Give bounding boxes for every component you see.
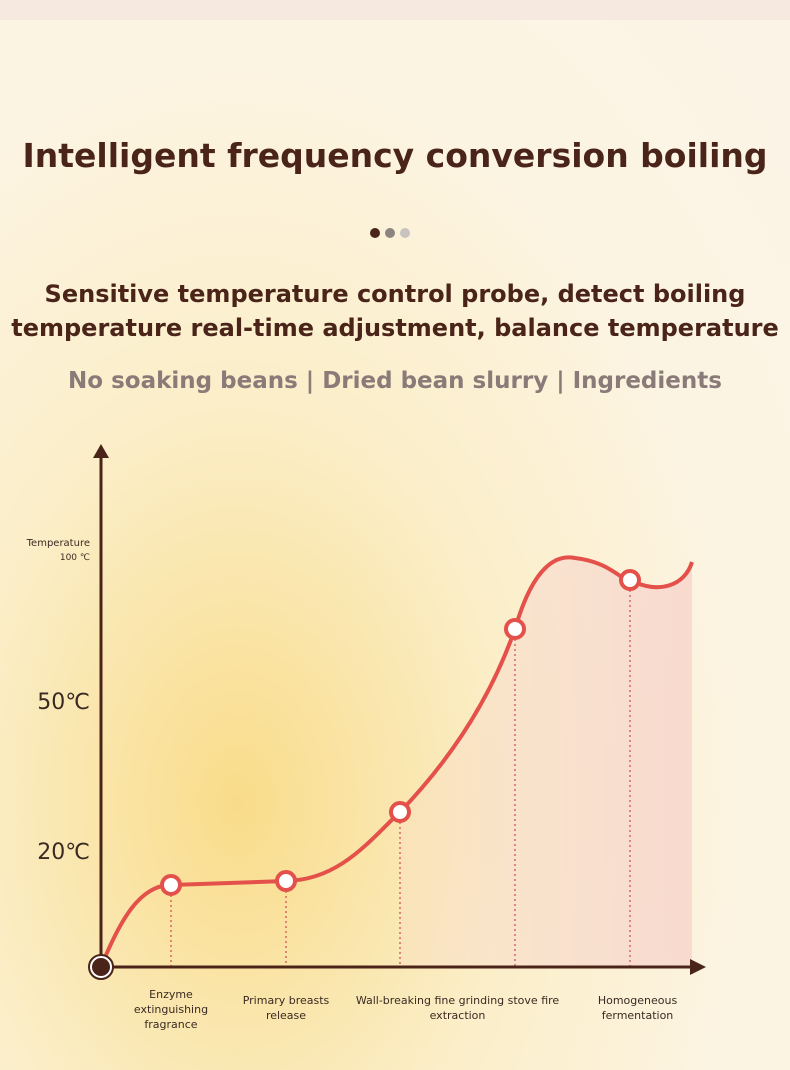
stage-label: Homogeneous fermentation [597, 994, 678, 1022]
subtitle: Sensitive temperature control probe, det… [44, 280, 746, 308]
pager [370, 223, 415, 242]
stage-label: Primary breasts release [242, 994, 330, 1022]
stage-label: Wall-breaking fine grinding stove fire e… [355, 994, 560, 1022]
temp-label: 20℃ [37, 840, 90, 865]
axis-title: Temperature [26, 538, 90, 549]
guides [170, 580, 631, 967]
subtitle: temperature real-time adjustment, balanc… [11, 314, 779, 342]
title: Intelligent frequency conversion boiling [22, 136, 768, 175]
temp-label: 100 ℃ [59, 553, 90, 563]
points [160, 569, 641, 896]
area [400, 557, 692, 967]
tagline: No soaking beans | Dried bean slurry | I… [68, 368, 722, 394]
stage-label: Enzyme extinguishing fragrance [133, 988, 209, 1031]
origin [92, 958, 110, 976]
axes [93, 444, 706, 975]
top-bar [0, 0, 790, 20]
temp-label: 50℃ [37, 690, 90, 715]
